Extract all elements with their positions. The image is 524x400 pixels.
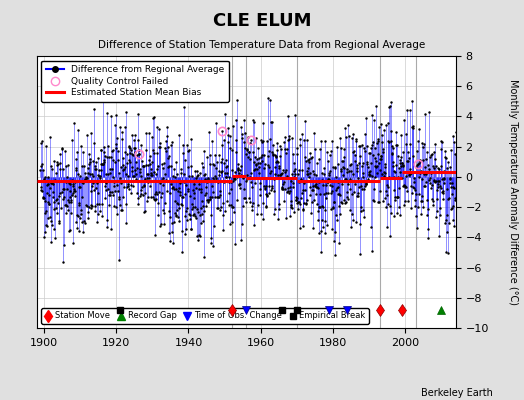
- Text: Berkeley Earth: Berkeley Earth: [421, 388, 493, 398]
- Text: CLE ELUM: CLE ELUM: [213, 12, 311, 30]
- Y-axis label: Monthly Temperature Anomaly Difference (°C): Monthly Temperature Anomaly Difference (…: [508, 79, 518, 305]
- Text: Difference of Station Temperature Data from Regional Average: Difference of Station Temperature Data f…: [99, 40, 425, 50]
- Legend: Station Move, Record Gap, Time of Obs. Change, Empirical Break: Station Move, Record Gap, Time of Obs. C…: [41, 308, 369, 324]
